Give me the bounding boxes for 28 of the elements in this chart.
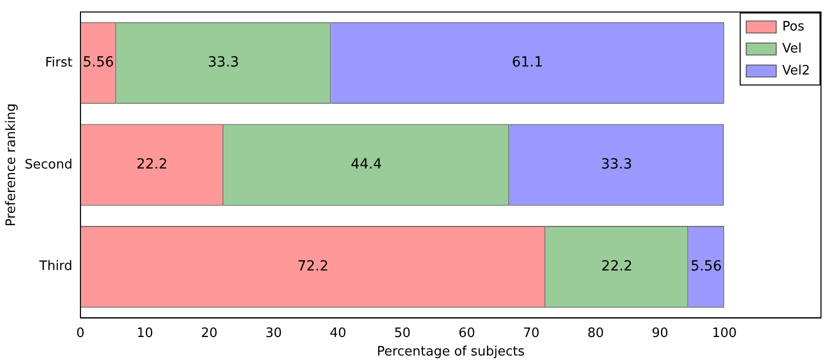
- x-tick-label: 40: [330, 326, 346, 341]
- data-label: 33.3: [600, 156, 632, 173]
- x-tick-label: 10: [136, 326, 154, 341]
- x-tick-label: 70: [522, 326, 540, 341]
- data-label: 72.2: [297, 258, 328, 274]
- y-tick-label: Second: [24, 157, 72, 172]
- x-axis-title: Percentage of subjects: [376, 344, 525, 360]
- data-label: 22.2: [136, 156, 168, 173]
- data-label: 33.3: [208, 54, 240, 71]
- data-label: 61.1: [512, 54, 544, 71]
- x-tick-label: 50: [394, 326, 411, 341]
- y-tick-label: Third: [38, 259, 72, 274]
- legend-label: Vel2: [782, 63, 810, 78]
- data-label: 5.56: [82, 54, 114, 71]
- x-tick-label: 60: [458, 326, 476, 341]
- data-label: 5.56: [690, 258, 722, 274]
- legend-label: Pos: [782, 19, 805, 34]
- x-tick-label: 30: [265, 326, 282, 341]
- x-tick-label: 90: [652, 326, 668, 341]
- y-tick-label: First: [45, 55, 72, 70]
- x-tick-label: 100: [712, 326, 737, 341]
- legend-label: Vel: [782, 41, 802, 56]
- data-label: 22.2: [601, 258, 632, 274]
- x-tick-label: 20: [200, 326, 218, 341]
- data-label: 44.4: [350, 156, 382, 173]
- y-axis-title: Preference ranking: [4, 103, 20, 226]
- x-tick-label: 0: [76, 326, 85, 341]
- x-tick-label: 80: [587, 326, 604, 341]
